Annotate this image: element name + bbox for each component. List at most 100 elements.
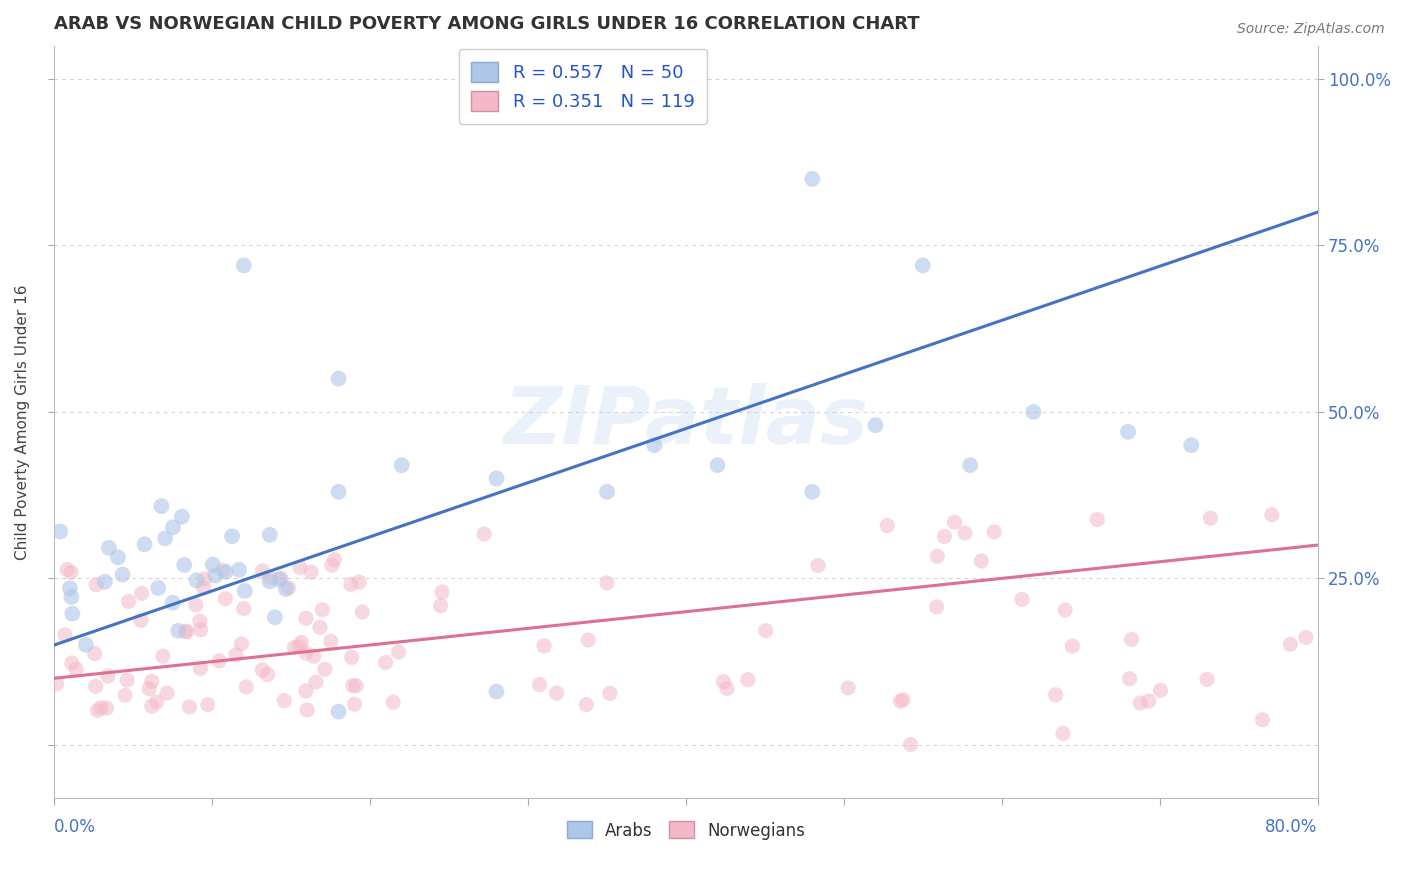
Point — [162, 520, 184, 534]
Point — [891, 692, 914, 706]
Point — [302, 649, 325, 664]
Point — [174, 624, 197, 639]
Point — [344, 679, 367, 693]
Point — [111, 567, 134, 582]
Point — [1062, 639, 1084, 653]
Point — [299, 565, 322, 579]
Point — [1054, 603, 1077, 617]
Point — [342, 679, 364, 693]
Point — [233, 583, 256, 598]
Point — [340, 650, 363, 665]
Point — [156, 686, 179, 700]
Point — [643, 438, 665, 452]
Point — [60, 607, 83, 621]
Point — [934, 529, 956, 543]
Point — [1045, 688, 1067, 702]
Point — [295, 684, 318, 698]
Point — [173, 558, 195, 572]
Point — [1251, 713, 1274, 727]
Text: ARAB VS NORWEGIAN CHILD POVERTY AMONG GIRLS UNDER 16 CORRELATION CHART: ARAB VS NORWEGIAN CHILD POVERTY AMONG GI… — [55, 15, 920, 33]
Point — [97, 541, 120, 555]
Point — [274, 582, 297, 596]
Point — [56, 563, 79, 577]
Point — [713, 674, 735, 689]
Point — [706, 458, 728, 473]
Point — [277, 581, 299, 595]
Point — [167, 624, 190, 638]
Point — [1121, 632, 1143, 647]
Point — [60, 590, 83, 604]
Point — [391, 458, 413, 473]
Point — [273, 693, 295, 707]
Point — [264, 610, 287, 624]
Point — [84, 679, 107, 693]
Point — [943, 515, 966, 529]
Point — [204, 568, 226, 582]
Point — [340, 577, 363, 591]
Point — [1116, 425, 1139, 439]
Point — [252, 564, 274, 578]
Point — [309, 620, 332, 634]
Point — [235, 680, 257, 694]
Point — [49, 524, 72, 539]
Point — [575, 698, 598, 712]
Point — [197, 698, 219, 712]
Point — [323, 552, 346, 566]
Point — [1129, 696, 1152, 710]
Point — [983, 524, 1005, 539]
Point — [1118, 672, 1140, 686]
Point — [328, 484, 350, 499]
Point — [141, 674, 163, 689]
Point — [1085, 512, 1108, 526]
Point — [911, 259, 934, 273]
Point — [214, 591, 236, 606]
Point — [876, 518, 898, 533]
Point — [115, 673, 138, 687]
Point — [138, 681, 160, 696]
Point — [485, 684, 508, 698]
Point — [145, 695, 167, 709]
Point — [131, 586, 153, 600]
Point — [162, 596, 184, 610]
Point — [328, 705, 350, 719]
Point — [141, 699, 163, 714]
Point — [533, 639, 555, 653]
Point — [970, 554, 993, 568]
Point — [60, 566, 83, 580]
Point — [1011, 592, 1033, 607]
Point — [1052, 726, 1074, 740]
Point — [188, 614, 211, 628]
Point — [225, 648, 247, 662]
Point — [374, 656, 396, 670]
Point — [737, 673, 759, 687]
Point — [314, 662, 336, 676]
Point — [472, 527, 495, 541]
Point — [190, 661, 212, 675]
Point — [59, 581, 82, 595]
Point — [837, 681, 859, 695]
Point — [221, 529, 243, 543]
Point — [1137, 694, 1160, 708]
Point — [925, 599, 948, 614]
Point — [201, 558, 224, 572]
Point — [529, 678, 551, 692]
Point — [801, 484, 824, 499]
Point — [193, 572, 215, 586]
Point — [295, 611, 318, 625]
Point — [176, 624, 198, 639]
Point — [283, 640, 305, 655]
Legend: Arabs, Norwegians: Arabs, Norwegians — [560, 814, 813, 847]
Point — [755, 624, 778, 638]
Point — [186, 574, 208, 588]
Point — [1199, 511, 1222, 525]
Point — [150, 499, 173, 513]
Point — [485, 471, 508, 485]
Point — [290, 635, 312, 649]
Point — [259, 528, 281, 542]
Point — [94, 574, 117, 589]
Point — [328, 371, 350, 385]
Point — [256, 667, 278, 681]
Point — [90, 701, 112, 715]
Point — [153, 532, 176, 546]
Point — [184, 598, 207, 612]
